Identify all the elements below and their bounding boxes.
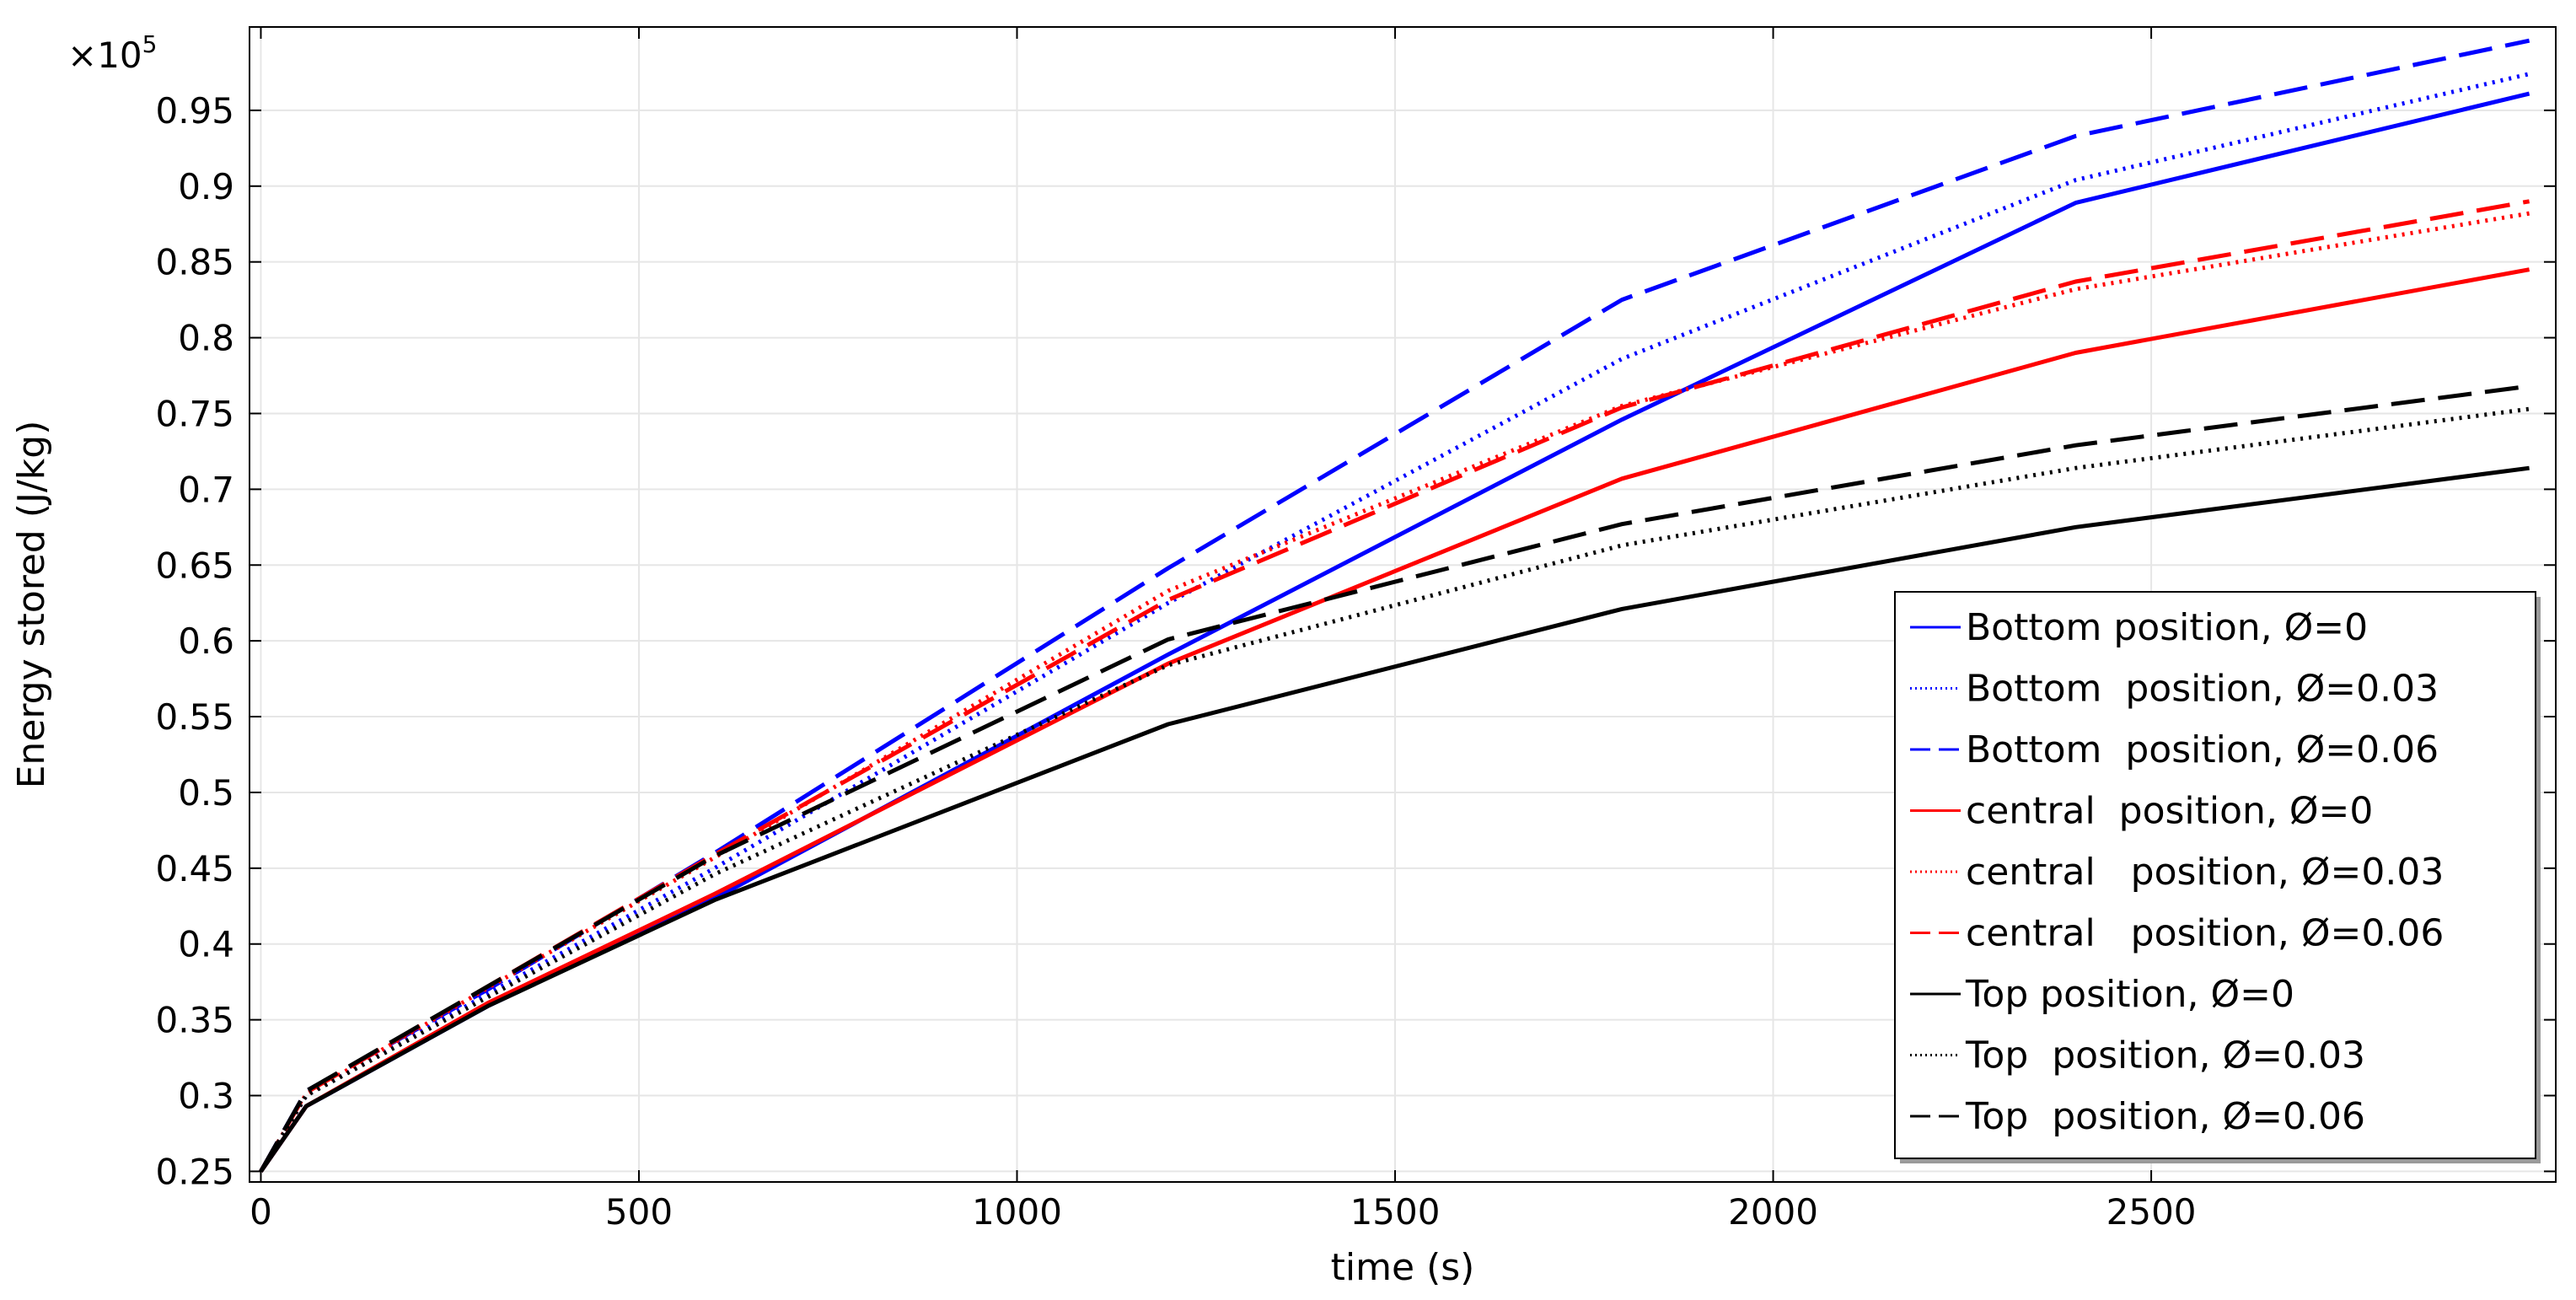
y-tick-label: 0.4 xyxy=(178,924,234,965)
y-tick-label: 0.55 xyxy=(155,696,234,738)
y-axis-ticks: 0.25 0.3 0.35 0.4 0.45 0.5 0.55 0.6 0.65 0.7 0.75 0… xyxy=(155,90,2556,1192)
y-tick-label: 0.7 xyxy=(178,469,234,510)
legend-label: central position, Ø=0 xyxy=(1966,790,2373,833)
x-tick-label: 500 xyxy=(605,1191,673,1233)
y-tick-label: 0.45 xyxy=(155,848,234,889)
y-tick-label: 0.35 xyxy=(155,1000,234,1041)
legend-label: central position, Ø=0.06 xyxy=(1966,912,2444,955)
x-tick-label: 2500 xyxy=(2106,1191,2197,1233)
series-lines xyxy=(259,38,2530,1173)
legend-box xyxy=(1894,591,2536,1159)
legend-label: Bottom position, Ø=0 xyxy=(1966,606,2368,649)
y-tick-label: 0.8 xyxy=(178,318,234,359)
legend-label: Bottom position, Ø=0.03 xyxy=(1966,668,2439,711)
x-axis-label: time (s) xyxy=(1331,1246,1475,1289)
plot-frame xyxy=(249,26,2557,1183)
x-tick-label: 0 xyxy=(250,1191,272,1233)
y-tick-label: 0.95 xyxy=(155,90,234,132)
y-multiplier-exponent: 5 xyxy=(142,30,158,58)
series-line xyxy=(259,406,2530,1173)
y-tick-label: 0.65 xyxy=(155,545,234,586)
y-tick-label: 0.6 xyxy=(178,620,234,662)
legend-label: central position, Ø=0.03 xyxy=(1966,851,2444,894)
legend-label: Top position, Ø=0 xyxy=(1965,973,2294,1016)
series-line xyxy=(259,384,2530,1173)
y-axis-label: Energy stored (J/kg) xyxy=(10,421,53,789)
y-tick-label: 0.3 xyxy=(178,1076,234,1117)
x-tick-label: 1000 xyxy=(972,1191,1062,1233)
y-axis-multiplier: ×105 xyxy=(67,30,157,76)
series-line xyxy=(259,465,2530,1173)
y-tick-label: 0.5 xyxy=(178,772,234,814)
legend-label: Top position, Ø=0.03 xyxy=(1965,1034,2365,1077)
y-tick-label: 0.75 xyxy=(155,393,234,434)
y-tick-label: 0.9 xyxy=(178,166,234,207)
x-tick-label: 1500 xyxy=(1350,1191,1441,1233)
x-tick-label: 2000 xyxy=(1728,1191,1818,1233)
y-tick-label: 0.85 xyxy=(155,242,234,283)
x-axis-ticks: 0 500 1000 1500 2000 2500 xyxy=(250,27,2197,1233)
legend-label: Bottom position, Ø=0.06 xyxy=(1966,728,2439,771)
y-tick-label: 0.25 xyxy=(155,1151,234,1192)
y-multiplier-base: ×10 xyxy=(67,35,142,76)
series-line xyxy=(259,72,2530,1173)
legend: Bottom position, Ø=0 Bottom position, Ø=0… xyxy=(1894,591,2541,1163)
legend-label: Top position, Ø=0.06 xyxy=(1965,1095,2365,1138)
